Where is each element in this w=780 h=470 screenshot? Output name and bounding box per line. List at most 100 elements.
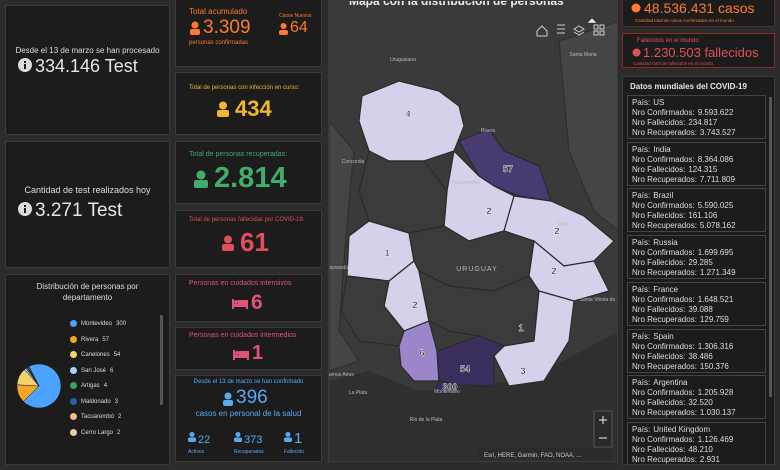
list-title: Datos mundiales del COVID-19 <box>630 82 747 91</box>
country-row: País: US Nro Confirmados: 9.593.622 Nro Fall… <box>627 95 766 139</box>
legend-value: 2 <box>118 414 122 421</box>
row-line: Nro Recuperados: 1.271.349 <box>632 268 761 278</box>
legend-value: 54 <box>113 352 121 359</box>
bed-icon <box>232 299 248 309</box>
person-icon <box>279 23 288 35</box>
health-item: 373 Recuperados <box>234 430 264 455</box>
label: Cantidad de test realizados hoy <box>24 185 151 195</box>
value: 6 <box>251 291 263 314</box>
legend-dot <box>70 382 77 389</box>
field-label: Nro Recuperados: <box>632 268 697 278</box>
count-label: 3 <box>520 366 525 376</box>
deceased-panel: Total de personas fallecidas por COVID-1… <box>175 210 322 268</box>
country-list: País: US Nro Confirmados: 9.593.622 Nro Fall… <box>623 95 774 464</box>
person-icon <box>217 101 229 117</box>
health-value: 22 <box>198 434 211 446</box>
field-value: 1.271.349 <box>699 268 736 278</box>
field-value: 9.593.622 <box>697 108 734 117</box>
row-line: Nro Recuperados: 2.931 <box>632 454 761 464</box>
value: 2.814 <box>214 162 287 194</box>
count-label: 300 <box>442 382 457 392</box>
field-label: Nro Recuperados: <box>632 408 697 418</box>
row-line: Nro Recuperados: 3.743.527 <box>632 128 761 138</box>
field-value: India <box>653 144 671 154</box>
field-label: Nro Fallecidos: <box>632 444 686 454</box>
count-label: 1 <box>384 248 389 258</box>
icon-head <box>285 432 291 437</box>
field-value: 1.699.695 <box>697 248 734 258</box>
field-value: 29.285 <box>688 258 713 268</box>
scrollbar <box>769 97 772 397</box>
label: Total acumulado <box>189 7 248 16</box>
field-label: Nro Confirmados: <box>632 341 695 351</box>
globe-icon <box>631 3 641 13</box>
legend-name: San José <box>81 367 107 374</box>
row-line: País: Brazil <box>632 191 761 201</box>
row-line: Nro Fallecidos: 161.106 <box>632 211 761 221</box>
field-label: Nro Fallecidos: <box>632 398 686 408</box>
place-label: Concordia <box>342 159 365 165</box>
field-label: Nro Confirmados: <box>632 154 695 164</box>
count-label: 6 <box>419 348 424 358</box>
field-value: 129.759 <box>699 314 729 324</box>
icu-panel: Personas en cuidados intensivos 6 <box>175 274 322 322</box>
legend-item: Tacuarembó 2 <box>70 413 121 420</box>
row-line: Nro Recuperados: 5.078.162 <box>632 221 761 231</box>
map-title: Mapa con la distribución de personas <box>349 1 564 8</box>
value: 3.309 <box>203 17 251 38</box>
world-deaths-panel: Fallecidos en el mundo 1.230.503 falleci… <box>622 33 775 68</box>
field-label: País: <box>632 424 651 434</box>
new-label: Casos Nuevos <box>279 13 312 19</box>
row-line: Nro Fallecidos: 124.315 <box>632 165 761 175</box>
field-value: 234.817 <box>688 118 718 127</box>
place-label: URUGUAY <box>456 266 497 273</box>
new-value: 64 <box>290 19 308 36</box>
row-line: Nro Confirmados: 8.364.086 <box>632 155 761 165</box>
legend-dot <box>70 351 77 358</box>
field-value: United Kingdom <box>653 424 711 434</box>
total-panel: Total acumulado 3.309 personas confirmad… <box>175 0 322 67</box>
legend-name: Montevideo <box>81 321 113 328</box>
info-icon <box>18 202 32 216</box>
health-label: Fallecido <box>284 449 305 455</box>
health-item: 1 Fallecido <box>284 430 304 455</box>
field-label: País: <box>632 331 651 341</box>
row-line: Nro Fallecidos: 29.285 <box>632 258 761 268</box>
pie-chart <box>16 363 62 409</box>
pie-slice <box>22 363 62 409</box>
field-label: Nro Fallecidos: <box>632 164 686 174</box>
value: 396 <box>236 387 268 408</box>
label: Personas en cuidados intermedios <box>189 332 297 339</box>
person-icon <box>188 432 196 442</box>
legend-item: San José 6 <box>70 366 113 374</box>
place-label: Santa Vitoria do Palmar <box>580 297 618 303</box>
legend-dot <box>70 397 77 405</box>
row-line: Nro Fallecidos: 38.486 <box>632 352 761 362</box>
place-label: Montevideo <box>434 389 460 395</box>
place-label: Melo <box>558 222 569 228</box>
row-line: Nro Confirmados: 1.648.521 <box>632 295 761 305</box>
field-label: Nro Recuperados: <box>632 454 697 464</box>
count-label: 2 <box>412 300 417 310</box>
row-line: Nro Recuperados: 1.030.137 <box>632 408 761 418</box>
health-panel: Desde el 13 de marzo se han confirmado 3… <box>175 375 322 462</box>
field-value: 1.306.316 <box>697 341 734 351</box>
country-row: País: Russia Nro Confirmados: 1.699.695 Nro … <box>627 235 766 280</box>
icon-body <box>234 437 242 442</box>
field-label: Nro Recuperados: <box>632 314 697 324</box>
field-value: 32.520 <box>688 398 713 408</box>
legend-item: Cerro Largo 2 <box>70 428 120 436</box>
zoom-control[interactable] <box>593 410 613 448</box>
field-value: 3.743.527 <box>699 128 736 137</box>
pie-legend: Montevideo 300 Rivera 57 Canelones 54 San José… <box>70 320 160 460</box>
label: Desde el 13 de marzo se han procesado <box>15 46 160 55</box>
health-items: 22 Activos 373 Recuperados 1 Fallecido <box>176 430 321 460</box>
row-line: Nro Fallecidos: 234.817 <box>632 118 761 128</box>
count-label: 54 <box>460 364 470 374</box>
place-label: Uruguaiana <box>390 57 416 63</box>
field-label: Nro Fallecidos: <box>632 211 686 221</box>
intermediate-panel: Personas en cuidados intermedios 1 <box>175 327 322 370</box>
row-line: Nro Fallecidos: 48.210 <box>632 445 761 455</box>
count-label: 2 <box>551 266 556 276</box>
field-label: Nro Confirmados: <box>632 434 695 444</box>
